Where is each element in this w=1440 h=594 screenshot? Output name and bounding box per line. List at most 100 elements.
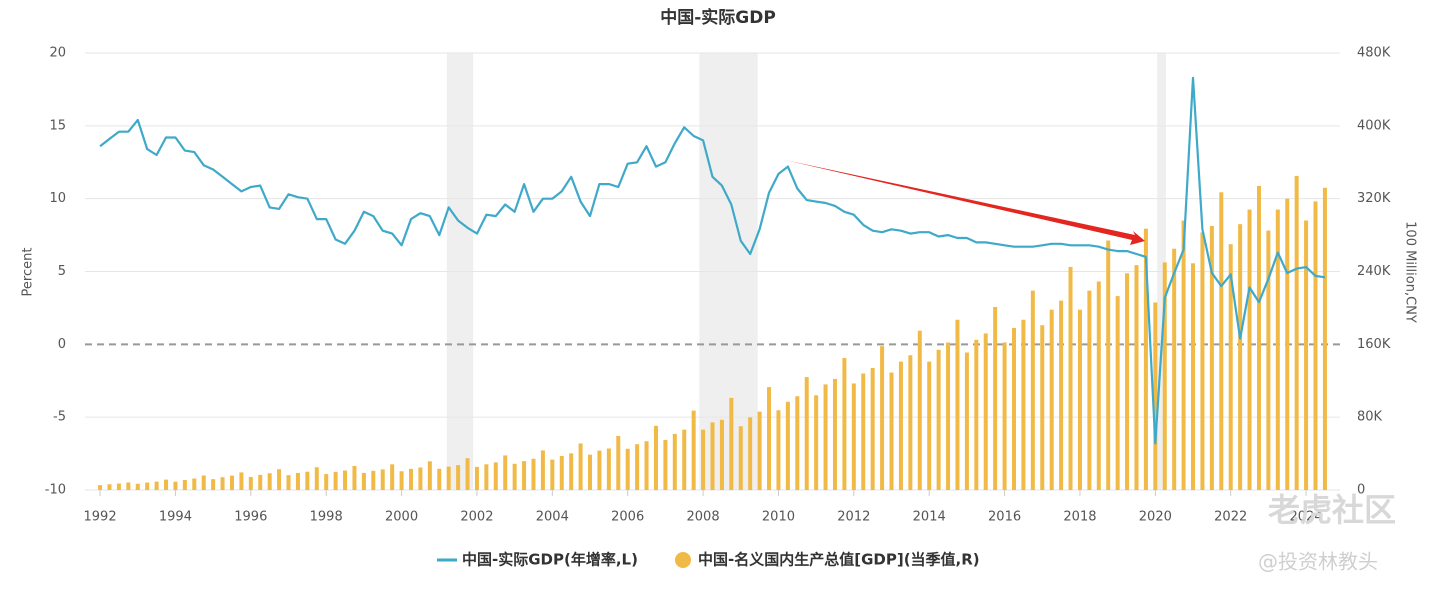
bar xyxy=(1256,185,1261,490)
bar xyxy=(993,307,998,490)
bar xyxy=(145,482,150,490)
bar xyxy=(946,342,951,490)
bar xyxy=(305,471,310,490)
bar xyxy=(1275,209,1280,490)
bar xyxy=(1106,240,1111,490)
bar xyxy=(220,477,225,490)
bar xyxy=(983,333,988,490)
bar xyxy=(248,476,253,490)
watermark: @投资林教头 xyxy=(1258,550,1378,574)
bar xyxy=(635,444,640,490)
bar xyxy=(1294,175,1299,490)
x-tick-label: 2004 xyxy=(536,510,569,525)
bar xyxy=(352,465,357,490)
line-layer xyxy=(99,76,1326,445)
bar xyxy=(682,429,687,490)
bar xyxy=(861,373,866,490)
bar xyxy=(390,464,395,490)
bar xyxy=(277,469,282,490)
y2-tick-label: 80K xyxy=(1357,410,1383,425)
bar xyxy=(1134,265,1139,490)
bar-layer xyxy=(98,175,1327,491)
bar xyxy=(1021,319,1026,490)
bar xyxy=(540,450,545,490)
bar xyxy=(898,361,903,490)
bar xyxy=(1143,228,1148,490)
bar xyxy=(1002,342,1007,490)
bar xyxy=(1059,300,1064,490)
bar xyxy=(1266,230,1271,490)
bar xyxy=(814,395,819,490)
bar xyxy=(126,482,131,490)
bar xyxy=(757,411,762,490)
bar xyxy=(258,474,263,490)
bar xyxy=(164,479,169,490)
y2-axis-title: 100 Million,CNY xyxy=(1403,221,1418,323)
bar xyxy=(1285,198,1290,490)
bar xyxy=(663,439,668,490)
bar xyxy=(380,469,385,490)
bar xyxy=(267,473,272,490)
x-tick-label: 2018 xyxy=(1063,510,1096,525)
bar xyxy=(446,466,451,490)
bar xyxy=(767,387,772,490)
watermark: 老虎社区 xyxy=(1268,491,1396,529)
bar xyxy=(343,470,348,490)
legend-label[interactable]: 中国-实际GDP(年增率,L) xyxy=(462,551,638,569)
y-tick-label: -10 xyxy=(45,483,66,498)
y2-tick-label: 160K xyxy=(1357,337,1391,352)
bar xyxy=(832,378,837,490)
bar xyxy=(1304,220,1309,490)
bar xyxy=(738,426,743,490)
bar xyxy=(880,346,885,490)
x-tick-label: 2008 xyxy=(687,510,720,525)
bar xyxy=(625,448,630,490)
bar xyxy=(616,436,621,490)
bar xyxy=(597,450,602,490)
bar xyxy=(437,468,442,490)
bar xyxy=(465,458,470,490)
bar xyxy=(154,481,159,490)
bar xyxy=(324,474,329,490)
bar xyxy=(795,396,800,490)
bar xyxy=(1087,290,1092,490)
bar xyxy=(522,461,527,490)
bar xyxy=(493,462,498,490)
bar xyxy=(1181,220,1186,490)
bar xyxy=(559,455,564,490)
legend-dot-icon xyxy=(675,552,691,568)
y2-tick-label: 320K xyxy=(1357,191,1391,206)
bar xyxy=(927,361,932,490)
bar xyxy=(239,472,244,490)
bar xyxy=(1040,325,1045,490)
bar xyxy=(1115,296,1120,490)
bar xyxy=(116,483,121,490)
bar xyxy=(1322,187,1327,490)
legend-label[interactable]: 中国-名义国内生产总值[GDP](当季值,R) xyxy=(698,551,980,569)
bar xyxy=(1209,225,1214,490)
bar xyxy=(1162,262,1167,490)
bar xyxy=(1313,201,1318,490)
x-tick-label: 2002 xyxy=(460,510,493,525)
bar xyxy=(512,463,517,490)
bar xyxy=(1068,266,1073,490)
bar xyxy=(107,484,112,490)
bar xyxy=(229,475,234,490)
bar xyxy=(474,466,479,490)
bar xyxy=(719,419,724,490)
y-tick-label: 5 xyxy=(58,264,66,279)
y2-tick-label: 0 xyxy=(1357,483,1365,498)
y-tick-label: 10 xyxy=(49,191,66,206)
bar xyxy=(588,454,593,490)
y2-tick-label: 400K xyxy=(1357,118,1391,133)
bar xyxy=(955,319,960,490)
bar xyxy=(1172,248,1177,490)
bar xyxy=(908,355,913,490)
annotation-arrow xyxy=(785,160,1145,245)
bar xyxy=(192,478,197,490)
x-tick-label: 2012 xyxy=(837,510,870,525)
bar xyxy=(823,384,828,490)
y2-tick-label: 240K xyxy=(1357,264,1391,279)
x-tick-label: 2010 xyxy=(762,510,795,525)
bar xyxy=(1030,290,1035,490)
